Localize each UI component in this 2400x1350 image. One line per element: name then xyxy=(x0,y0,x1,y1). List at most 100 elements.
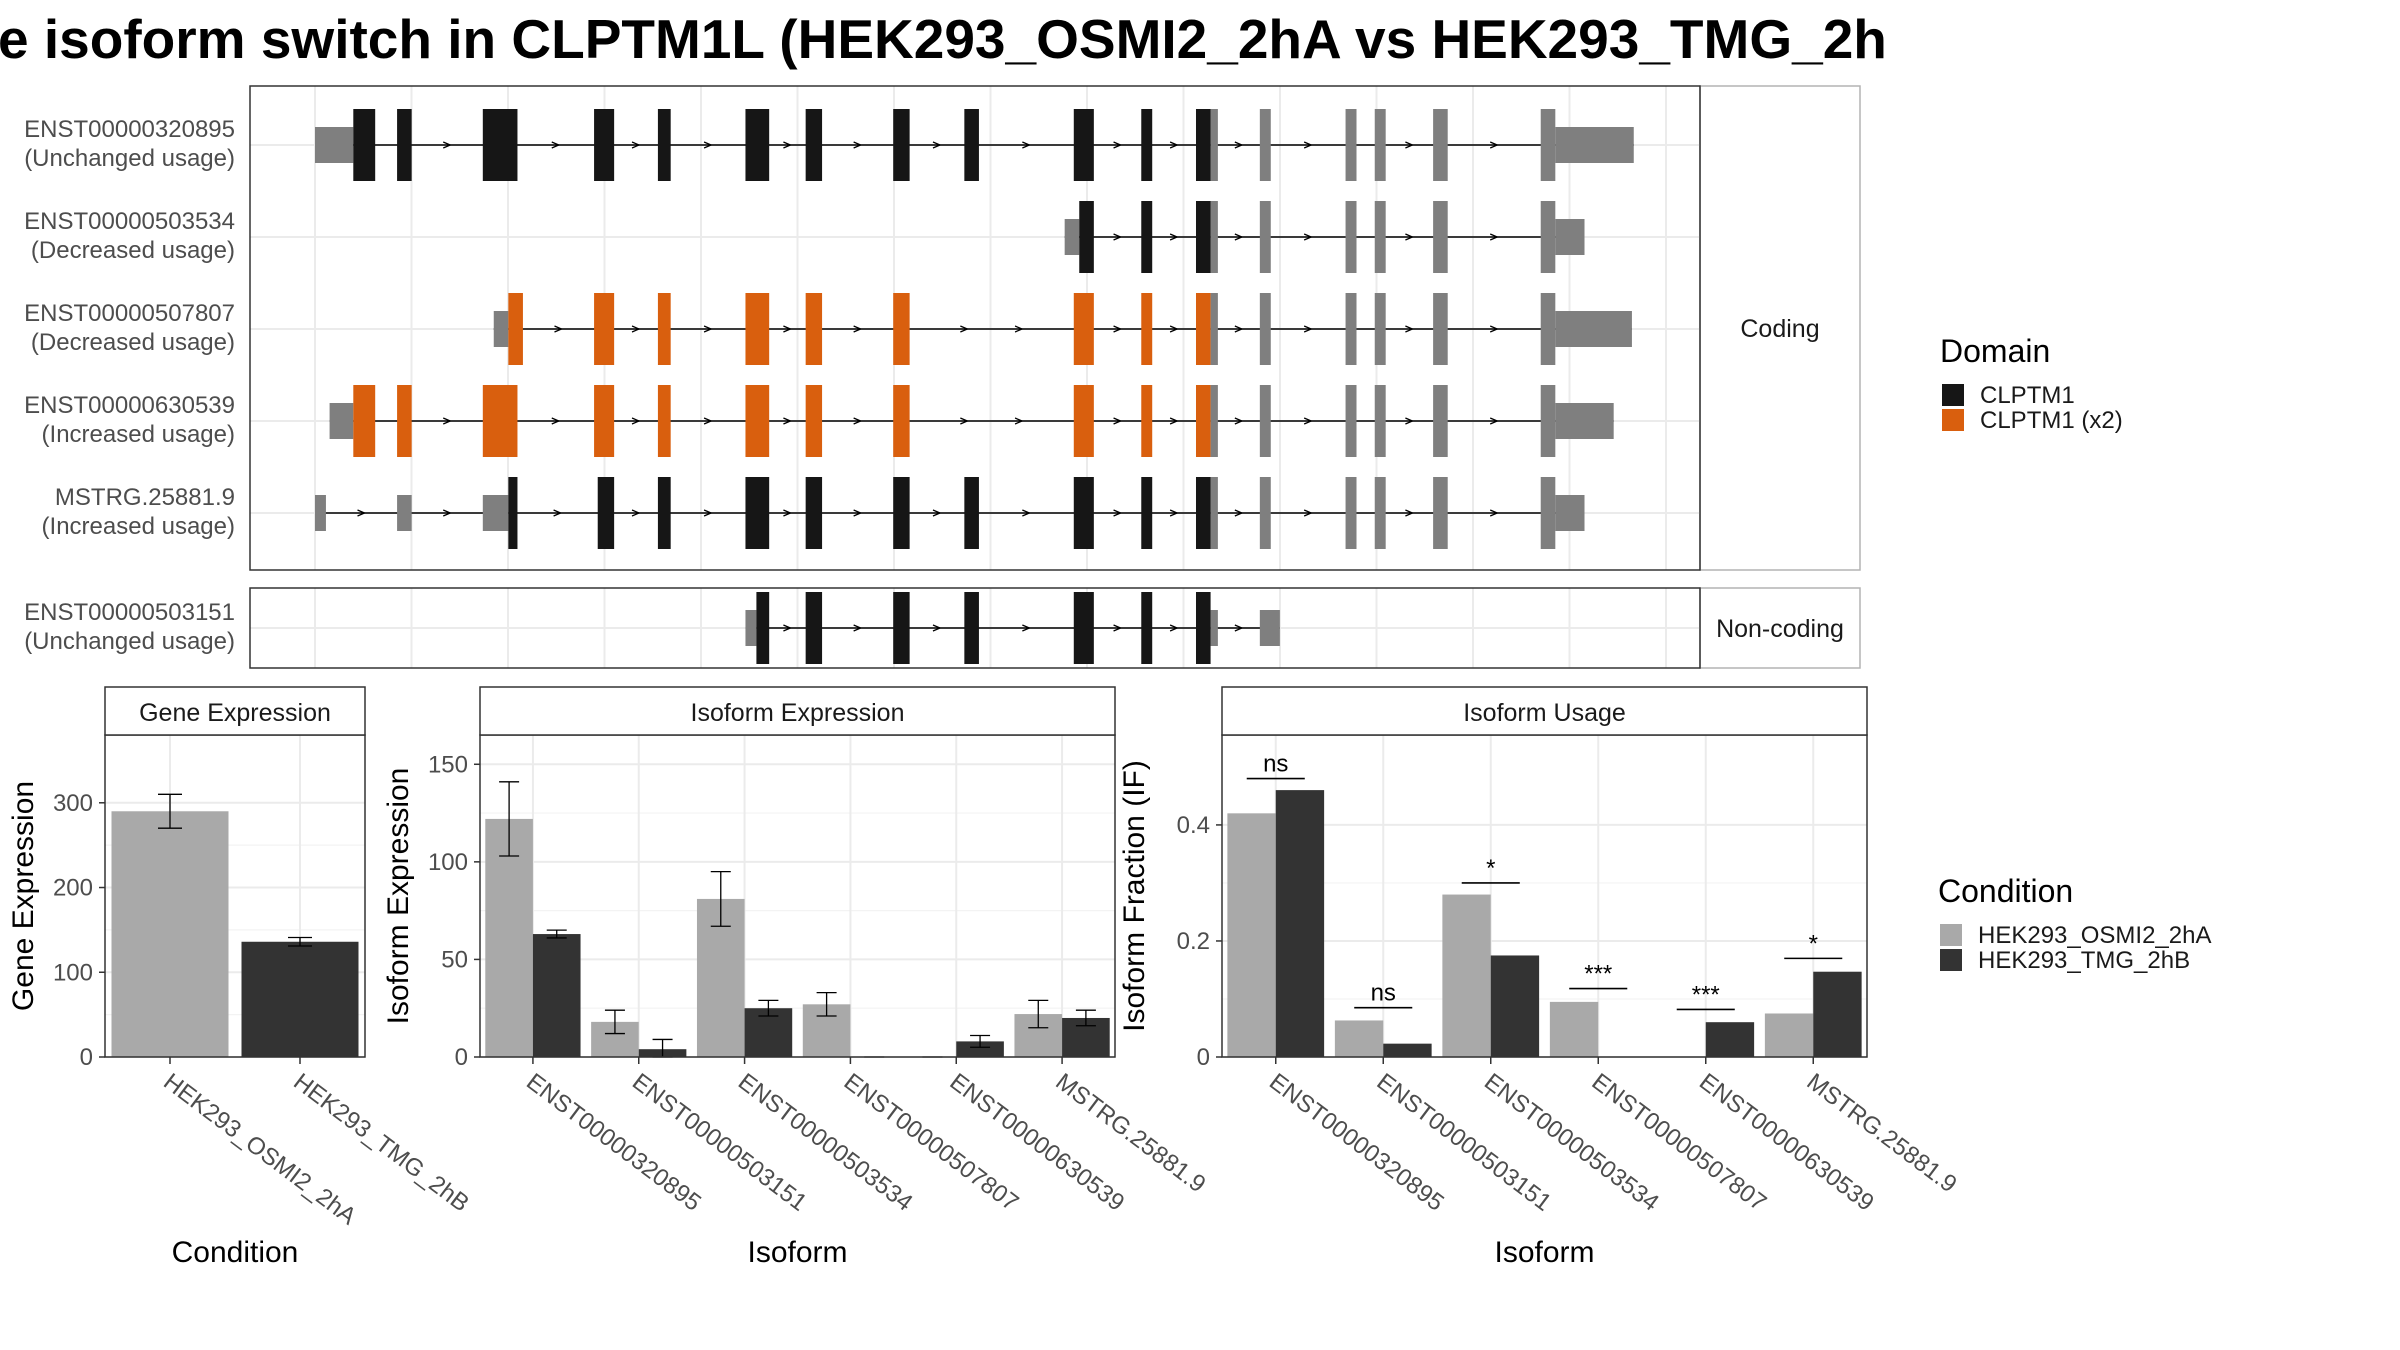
exon-block xyxy=(1210,293,1218,365)
domain-exon-block xyxy=(1141,293,1153,365)
exon-block xyxy=(1259,477,1271,549)
chart-title: Isoform Expression xyxy=(691,699,905,727)
direction-arrow xyxy=(960,325,969,333)
direction-arrow xyxy=(1234,417,1244,425)
bar-HEK293_OSMI2_2hA-ENST00000503534 xyxy=(1442,894,1491,1057)
transcript-id: ENST00000320895 xyxy=(24,116,235,143)
domain-exon-block xyxy=(805,592,823,664)
direction-arrow xyxy=(1303,233,1313,241)
transcript-usage: (Unchanged usage) xyxy=(24,145,235,172)
transcript-row: ENST00000503151(Unchanged usage) xyxy=(24,592,1280,664)
bar-HEK293_OSMI2_2hA xyxy=(111,811,229,1057)
domain-exon-block xyxy=(745,385,770,457)
chart-title: Gene Expression xyxy=(139,699,331,727)
bar-HEK293_TMG_2hB-ENST00000320895 xyxy=(1275,790,1325,1057)
plot-bg xyxy=(480,735,1115,1057)
domain-exon-block xyxy=(1195,201,1211,273)
strip-box xyxy=(1221,686,1868,736)
exon-block xyxy=(1540,385,1556,457)
direction-arrow xyxy=(1405,509,1415,517)
domain-exon-block xyxy=(1141,592,1153,664)
direction-arrow xyxy=(1303,141,1313,149)
direction-arrow xyxy=(631,509,641,517)
transcript-id: ENST00000630539 xyxy=(24,392,235,419)
y-axis-title: Isoform Expression xyxy=(382,768,415,1025)
transcript-usage: (Decreased usage) xyxy=(31,237,235,264)
y-tick-label: 300 xyxy=(53,790,93,817)
noncoding-strip xyxy=(1699,587,1861,669)
domain-exon-block xyxy=(805,293,823,365)
exon-block xyxy=(1210,477,1218,549)
domain-legend-swatch xyxy=(1942,409,1964,431)
domain-exon-block xyxy=(745,293,770,365)
direction-arrow xyxy=(1014,325,1024,333)
domain-exon-block xyxy=(657,293,671,365)
direction-arrow xyxy=(1113,233,1123,241)
direction-arrow xyxy=(1113,509,1123,517)
utr-block xyxy=(1555,127,1634,163)
direction-arrow xyxy=(1022,141,1032,149)
y-tick-label: 0 xyxy=(1197,1044,1210,1071)
direction-arrow xyxy=(1405,325,1415,333)
utr-block xyxy=(315,495,326,531)
y-tick-label: 100 xyxy=(428,849,468,876)
error-bar xyxy=(1028,999,1049,1029)
exon-block xyxy=(1210,201,1218,273)
domain-exon-block xyxy=(1195,293,1211,365)
transcript-row: ENST00000503534(Decreased usage) xyxy=(24,201,1585,273)
x-axis-title: Isoform xyxy=(1494,1236,1594,1269)
domain-exon-block xyxy=(353,109,376,181)
condition-legend-label: HEK293_TMG_2hB xyxy=(1978,947,2190,974)
direction-arrow xyxy=(1234,233,1244,241)
direction-arrow xyxy=(1303,417,1313,425)
transcript-usage: (Decreased usage) xyxy=(31,329,235,356)
exon-block xyxy=(1433,293,1448,365)
error-bar xyxy=(970,1034,991,1048)
direction-arrow xyxy=(853,417,863,425)
chart-title: Isoform Usage xyxy=(1463,699,1626,727)
direction-arrow xyxy=(932,624,942,632)
exon-block xyxy=(1210,109,1218,181)
bar-HEK293_TMG_2hB-ENST00000320895 xyxy=(532,934,581,1057)
direction-arrow xyxy=(551,141,561,149)
domain-exon-block xyxy=(1141,201,1153,273)
domain-exon-block xyxy=(893,293,910,365)
domain-exon-block xyxy=(805,109,823,181)
domain-exon-block xyxy=(893,109,910,181)
domain-exon-block xyxy=(1195,477,1211,549)
direction-arrow xyxy=(853,624,863,632)
domain-exon-block xyxy=(1073,477,1094,549)
bar-HEK293_TMG_2hB-ENST00000503534 xyxy=(1490,955,1540,1057)
x-axis-title: Condition xyxy=(172,1236,299,1269)
x-tick-label: ENST00000503534 xyxy=(1479,1068,1664,1216)
direction-arrow xyxy=(1022,509,1032,517)
bar-HEK293_OSMI2_2hA-ENST00000320895 xyxy=(1227,813,1276,1057)
utr-block xyxy=(1555,311,1632,347)
condition-legend-swatch xyxy=(1940,949,1962,971)
domain-exon-block xyxy=(1079,201,1094,273)
direction-arrow xyxy=(1169,624,1179,632)
domain-exon-block xyxy=(1195,385,1211,457)
utr-block xyxy=(1555,403,1614,439)
bar-charts: 0100200300HEK293_OSMI2_2hAHEK293_TMG_2hB… xyxy=(7,686,1962,1269)
y-axis-title: Isoform Fraction (IF) xyxy=(1118,760,1151,1032)
direction-arrow xyxy=(442,141,452,149)
domain-exon-block xyxy=(1073,293,1094,365)
exon-block xyxy=(1540,109,1556,181)
exon-block xyxy=(1259,109,1271,181)
utr-block xyxy=(482,495,509,531)
direction-arrow xyxy=(960,417,969,425)
y-axis-title: Gene Expression xyxy=(7,781,40,1011)
x-tick-label: ENST00000320895 xyxy=(1264,1068,1449,1216)
error-bar xyxy=(288,936,312,947)
direction-arrow xyxy=(442,509,452,517)
error-bar xyxy=(710,870,731,927)
exon-block xyxy=(1259,385,1271,457)
error-bar xyxy=(1075,1009,1096,1027)
transcript-row: ENST00000320895(Unchanged usage) xyxy=(24,109,1634,181)
domain-exon-block xyxy=(756,592,770,664)
bar-HEK293_TMG_2hB-ENST00000503151 xyxy=(1383,1043,1432,1057)
direction-arrow xyxy=(631,417,641,425)
x-tick-label: ENST00000503534 xyxy=(733,1068,918,1216)
direction-arrow xyxy=(783,325,793,333)
